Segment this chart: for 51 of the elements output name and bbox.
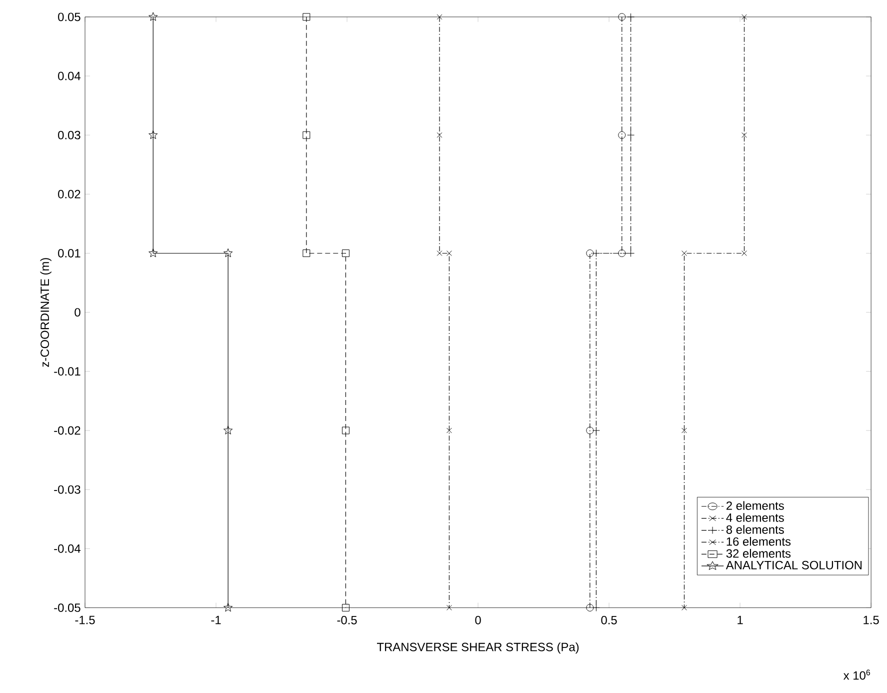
legend-label: 16 elements — [726, 536, 791, 546]
point — [302, 249, 310, 257]
legend-label: ANALYTICAL SOLUTION — [726, 560, 862, 570]
y-tick-label: -0.03 — [54, 485, 80, 494]
x-tick-label: 1 — [738, 616, 743, 624]
legend-label: 8 elements — [726, 524, 784, 534]
x-tick-label: -1 — [211, 616, 221, 624]
legend-label: 2 elements — [726, 500, 784, 510]
x-tick-label: 0 — [475, 616, 481, 624]
point — [302, 13, 310, 20]
point — [224, 602, 233, 612]
point — [682, 250, 687, 256]
point — [742, 250, 747, 256]
point — [342, 426, 350, 434]
legend-label: 4 elements — [726, 512, 784, 522]
x-tick-label: 1.5 — [864, 616, 879, 624]
y-tick-label: 0.03 — [58, 130, 80, 140]
y-axis-title: z-COORDINATE (m) — [40, 258, 52, 367]
point — [302, 131, 310, 139]
text: x 10$^{6}$ — [843, 669, 870, 680]
y-tick-label: 0.01 — [58, 248, 80, 258]
point — [436, 132, 442, 138]
y-tick-label: -0.04 — [54, 544, 80, 553]
point — [436, 250, 442, 256]
y-tick-label: -0.05 — [54, 603, 80, 612]
point — [446, 250, 452, 256]
y-tick-label: -0.02 — [54, 426, 80, 435]
point — [682, 604, 687, 610]
point — [682, 428, 687, 434]
y-tick-label: 0.04 — [58, 72, 80, 80]
point — [742, 14, 747, 20]
point — [436, 14, 442, 20]
point — [342, 249, 350, 257]
y-tick-label: 0.05 — [58, 12, 80, 21]
x-axis-title: TRANSVERSE SHEAR STRESS (Pa) — [376, 642, 579, 654]
y-tick-label: -0.01 — [54, 366, 80, 376]
legend-label: 32 elements — [726, 548, 791, 558]
point — [148, 248, 158, 257]
point — [342, 604, 350, 612]
point — [224, 426, 233, 434]
y-tick-label: 0 — [74, 308, 80, 316]
point — [446, 428, 452, 434]
x-tick-label: 0.5 — [601, 616, 617, 624]
point — [148, 12, 158, 21]
point — [446, 604, 452, 610]
y-tick-label: 0.02 — [58, 190, 80, 198]
x-tick-label: -1.5 — [75, 616, 95, 624]
point — [742, 132, 747, 138]
x-tick-label: -0.5 — [337, 616, 357, 624]
point — [224, 248, 233, 257]
point — [148, 130, 158, 139]
